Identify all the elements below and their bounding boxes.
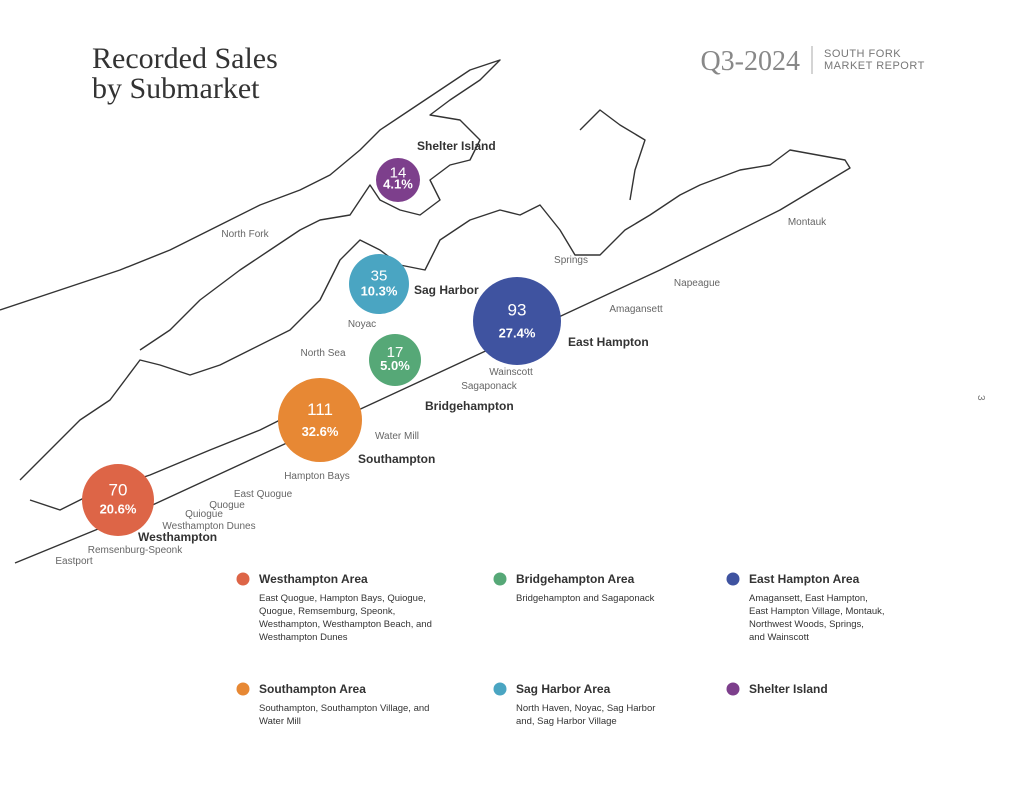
- legend-desc: Westhampton Dunes: [259, 632, 348, 643]
- legend-desc: Bridgehampton and Sagaponack: [516, 593, 655, 604]
- place-label: Montauk: [788, 217, 827, 228]
- legend-desc: Amagansett, East Hampton,: [749, 593, 868, 604]
- place-label: North Fork: [221, 229, 269, 240]
- legend-desc: East Hampton Village, Montauk,: [749, 606, 885, 617]
- legend-desc: and Wainscott: [749, 632, 809, 643]
- bubble-count: 35: [371, 267, 388, 284]
- bubble-share: 32.6%: [302, 424, 339, 439]
- legend-desc: Quogue, Remsemburg, Speonk,: [259, 606, 395, 617]
- place-label: Eastport: [55, 556, 92, 567]
- legend-dot: [493, 682, 507, 696]
- place-label: Quogue: [209, 500, 245, 511]
- bubble-count: 17: [387, 344, 404, 361]
- bubble: [369, 334, 421, 386]
- page-number: 3: [975, 395, 986, 401]
- bubble-count: 70: [109, 481, 128, 500]
- title: Recorded Sales: [92, 42, 278, 75]
- legend-title: Sag Harbor Area: [516, 682, 611, 696]
- legend-desc: Water Mill: [259, 716, 301, 727]
- bubble-count: 93: [508, 301, 527, 320]
- bubble-count: 111: [307, 400, 333, 419]
- legend-dot: [236, 572, 250, 586]
- bubble-share: 10.3%: [361, 283, 398, 298]
- legend-desc: North Haven, Noyac, Sag Harbor: [516, 703, 655, 714]
- bubble-name: Bridgehampton: [425, 399, 514, 413]
- place-label: Wainscott: [489, 367, 533, 378]
- legend-title: Shelter Island: [749, 682, 828, 696]
- legend-desc: East Quogue, Hampton Bays, Quiogue,: [259, 593, 426, 604]
- place-label: Springs: [554, 255, 588, 266]
- bubble-name: Shelter Island: [417, 139, 496, 153]
- legend-desc: Westhampton, Westhampton Beach, and: [259, 619, 432, 630]
- bubble-count: 14: [390, 164, 407, 181]
- bubble-share: 5.0%: [380, 358, 410, 373]
- place-label: Napeague: [674, 278, 721, 289]
- place-label: Sagaponack: [461, 381, 518, 392]
- bubble: [349, 254, 409, 314]
- place-label: North Sea: [300, 348, 345, 359]
- legend-dot: [493, 572, 507, 586]
- legend-title: East Hampton Area: [749, 572, 860, 586]
- place-label: East Quogue: [234, 489, 293, 500]
- bubble: [473, 277, 561, 365]
- legend-title: Southampton Area: [259, 682, 366, 696]
- bubble-name: Sag Harbor: [414, 283, 479, 297]
- coastline: [0, 59, 851, 564]
- place-label: Remsenburg-Speonk: [88, 545, 183, 556]
- place-label: Water Mill: [375, 431, 419, 442]
- place-label: Amagansett: [609, 304, 663, 315]
- legend-desc: Northwest Woods, Springs,: [749, 619, 864, 630]
- report-subtitle: SOUTH FORK: [824, 48, 901, 60]
- title: by Submarket: [92, 72, 260, 105]
- bubble-name: Southampton: [358, 452, 435, 466]
- bubble-share: 27.4%: [499, 326, 536, 341]
- legend-title: Westhampton Area: [259, 572, 368, 586]
- bubble: [278, 378, 362, 462]
- legend-dot: [726, 682, 740, 696]
- bubble-share: 20.6%: [100, 502, 137, 517]
- bubble: [376, 158, 420, 202]
- legend-desc: Southampton, Southampton Village, and: [259, 703, 429, 714]
- report-label: Q3-2024: [700, 46, 800, 77]
- legend-dot: [236, 682, 250, 696]
- bubble-name: East Hampton: [568, 335, 649, 349]
- legend-desc: and, Sag Harbor Village: [516, 716, 617, 727]
- bubble: [82, 464, 154, 536]
- place-label: Noyac: [348, 319, 376, 330]
- bubble-name: Westhampton: [138, 530, 217, 544]
- place-label: Westhampton Dunes: [162, 521, 255, 532]
- legend-title: Bridgehampton Area: [516, 572, 635, 586]
- report-subtitle: MARKET REPORT: [824, 60, 925, 72]
- legend-dot: [726, 572, 740, 586]
- place-label: Quiogue: [185, 509, 223, 520]
- bubble-share: 4.1%: [383, 176, 413, 191]
- place-label: Hampton Bays: [284, 471, 350, 482]
